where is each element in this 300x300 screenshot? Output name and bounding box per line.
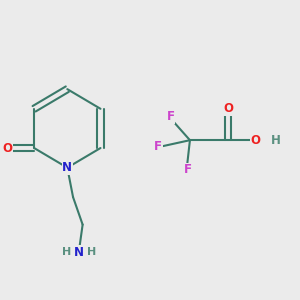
- Text: F: F: [154, 140, 162, 153]
- Text: O: O: [223, 102, 233, 115]
- Text: O: O: [2, 142, 12, 154]
- Text: O: O: [250, 134, 260, 147]
- Text: F: F: [184, 163, 192, 176]
- Text: H: H: [87, 247, 96, 256]
- Text: N: N: [62, 161, 72, 174]
- Text: H: H: [62, 247, 71, 256]
- Text: H: H: [271, 134, 281, 147]
- Text: N: N: [74, 246, 84, 259]
- Text: F: F: [167, 110, 175, 123]
